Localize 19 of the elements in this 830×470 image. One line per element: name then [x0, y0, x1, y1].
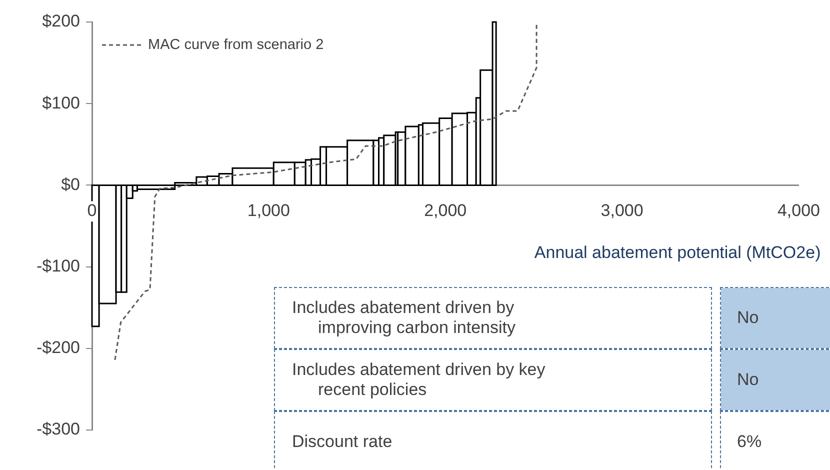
- x-tick-label: 1,000: [247, 201, 290, 220]
- x-tick-label: 2,000: [424, 201, 467, 220]
- y-tick-label: $100: [42, 93, 80, 112]
- y-tick-label: -$200: [36, 338, 80, 358]
- annotation: Includes abatement driven by key recent policies: [292, 360, 546, 400]
- annotation: No: [737, 370, 759, 390]
- text: Discount rate: [292, 432, 392, 452]
- x-tick-label: 3,000: [600, 201, 644, 220]
- annotation: Includes abatement driven by improving carbon intensity: [292, 298, 516, 338]
- x-tick-label: 0: [87, 201, 97, 220]
- annotation: No: [737, 308, 759, 328]
- y-tick-label: -$300: [36, 420, 80, 439]
- x-tick-label: 4,000: [777, 201, 820, 220]
- legend-label: MAC curve from scenario 2: [148, 37, 324, 53]
- y-tick-label: -$100: [36, 256, 80, 276]
- x-axis-title: Annual abatement potential (MtCO2e): [534, 242, 821, 262]
- y-tick-label: $200: [42, 12, 80, 31]
- y-tick-label: $0: [61, 174, 80, 194]
- text: 6%: [737, 432, 762, 452]
